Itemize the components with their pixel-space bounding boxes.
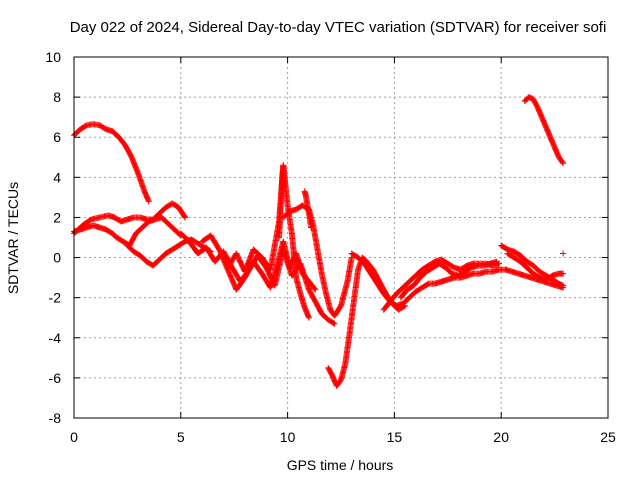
y-tick-label: 0 (53, 250, 61, 266)
series-arc-11 (348, 250, 567, 309)
series-arc-13 (397, 258, 500, 301)
series-isolated (560, 250, 567, 257)
series-arc-1 (71, 121, 152, 205)
data-point (308, 224, 315, 231)
data-point (493, 258, 500, 265)
series-spike (276, 162, 288, 241)
data-point (312, 286, 319, 293)
ticks (73, 56, 609, 419)
y-tick-label: 4 (53, 169, 61, 185)
data-point (330, 320, 337, 327)
y-tick-label: 10 (45, 49, 61, 65)
chart-title: Day 022 of 2024, Sidereal Day-to-day VTE… (70, 19, 607, 36)
y-tick-label: -8 (49, 410, 62, 426)
plot-border (73, 56, 609, 419)
y-axis-label: SDTVAR / TECUs (5, 182, 21, 294)
data-point (560, 160, 567, 167)
x-tick-label: 15 (387, 429, 403, 445)
series-arc-6 (199, 232, 319, 293)
tick-labels: 0 5 10 15 20 25 -8 -6 -4 -2 0 2 4 6 8 10 (45, 49, 616, 445)
series-arc-8 (280, 202, 355, 319)
data-point (182, 214, 189, 221)
y-tick-label: -4 (49, 330, 62, 346)
series-arc-9 (301, 188, 315, 231)
series-arc-3 (71, 200, 189, 237)
x-tick-label: 20 (493, 429, 509, 445)
data-point (559, 159, 566, 166)
x-tick-label: 25 (600, 429, 616, 445)
data-point (181, 213, 188, 220)
x-tick-label: 5 (177, 429, 185, 445)
data-point (559, 282, 566, 289)
series-arc-15 (504, 250, 567, 283)
series-arc-16 (521, 94, 567, 167)
data-point (560, 282, 567, 289)
x-axis-label: GPS time / hours (287, 457, 394, 473)
data-point (311, 285, 318, 292)
y-tick-label: 8 (53, 89, 61, 105)
y-tick-label: 2 (53, 209, 61, 225)
data-points (71, 94, 567, 389)
data-point (331, 320, 338, 327)
data-point (560, 250, 567, 257)
data-point (145, 198, 152, 205)
data-point (560, 270, 567, 277)
y-tick-label: -2 (49, 290, 62, 306)
y-tick-label: -6 (49, 370, 62, 386)
data-point (281, 182, 288, 189)
data-point (305, 314, 312, 321)
x-tick-label: 10 (280, 429, 296, 445)
y-tick-label: 6 (53, 129, 61, 145)
x-tick-label: 0 (70, 429, 78, 445)
series-arc-14 (498, 242, 567, 289)
